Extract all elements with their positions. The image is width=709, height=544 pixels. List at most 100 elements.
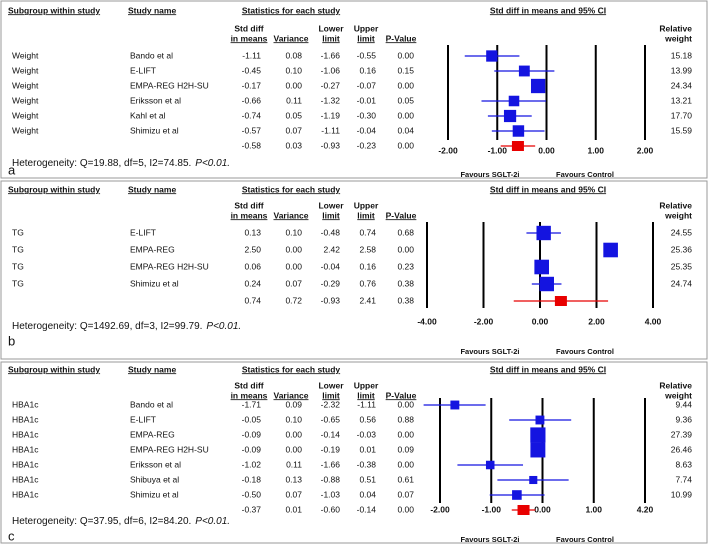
x-tick-label: -4.00 (417, 316, 437, 326)
column-header: in means (231, 210, 268, 220)
relative-weight: 25.35 (671, 261, 693, 271)
cell: -0.66 (242, 95, 262, 105)
pooled-effect (517, 505, 530, 515)
cell: 0.01 (359, 444, 376, 454)
favours-right: Favours Control (556, 347, 614, 356)
relative-weight: 24.74 (671, 278, 693, 288)
cell: -1.66 (321, 50, 341, 60)
cell: -0.17 (242, 80, 262, 90)
relative-weight: 17.70 (671, 110, 693, 120)
heterogeneity-stats: Heterogeneity: Q=19.88, df=5, I2=74.85. (12, 158, 191, 169)
cell: 0.04 (397, 125, 414, 135)
x-tick-label: -2.00 (430, 504, 450, 514)
relative-weight: 26.46 (671, 444, 693, 454)
column-header: limit (322, 390, 340, 400)
relative-weight: 27.39 (671, 429, 693, 439)
study-name: EMPA-REG H2H-SU (130, 80, 209, 90)
cell: -1.66 (321, 459, 341, 469)
column-header: limit (357, 390, 375, 400)
study-name: Shimizu et al (130, 278, 179, 288)
header: Std diff in means and 95% CI (490, 184, 606, 194)
header: Std diff in means and 95% CI (490, 5, 606, 15)
column-header: limit (357, 210, 375, 220)
cell: -1.19 (321, 110, 341, 120)
study-effect (503, 109, 517, 123)
header: Study name (128, 184, 176, 194)
panel-border (0, 0, 708, 179)
header: Statistics for each study (242, 5, 341, 15)
cell: -1.02 (242, 459, 262, 469)
study-name: E-LIFT (130, 65, 156, 75)
cell: -1.71 (242, 399, 262, 409)
x-tick-label: 2.00 (637, 145, 654, 155)
study-name: Bando et al (130, 399, 173, 409)
cell: 0.38 (397, 295, 414, 305)
cell: -0.09 (242, 429, 262, 439)
heterogeneity-p: P<0.01. (195, 516, 230, 527)
cell: 0.00 (397, 110, 414, 120)
study-name: Eriksson et al (130, 95, 181, 105)
x-tick-label: 1.00 (587, 145, 604, 155)
study-name: Shimizu et al (130, 489, 179, 499)
study-effect (529, 475, 538, 485)
relative-weight: 15.18 (671, 50, 693, 60)
panel-border (0, 180, 708, 360)
cell: -1.06 (321, 65, 341, 75)
cell: 0.00 (285, 444, 302, 454)
cell: 0.16 (359, 65, 376, 75)
column-header: limit (357, 33, 375, 43)
heterogeneity-stats: Heterogeneity: Q=1492.69, df=3, I2=99.79… (12, 321, 202, 332)
cell: -0.09 (242, 444, 262, 454)
subgroup: HBA1c (12, 459, 39, 469)
x-tick-label: 4.00 (645, 316, 662, 326)
relative-weight: 24.55 (671, 227, 693, 237)
cell: 0.08 (285, 50, 302, 60)
column-header: Upper (354, 23, 379, 33)
cell: 0.00 (285, 429, 302, 439)
cell: -0.07 (357, 80, 377, 90)
cell: -0.37 (242, 504, 262, 514)
cell: -0.93 (321, 295, 341, 305)
cell: 0.00 (397, 429, 414, 439)
panel-letter: a (8, 162, 16, 177)
subgroup: HBA1c (12, 444, 39, 454)
relative-weight: 15.59 (671, 125, 693, 135)
relative-weight: 8.63 (675, 459, 692, 469)
column-header: Variance (274, 210, 309, 220)
study-effect (530, 78, 546, 94)
favours-right: Favours Control (556, 170, 614, 179)
cell: 0.10 (285, 227, 302, 237)
cell: -1.32 (321, 95, 341, 105)
heterogeneity: Heterogeneity: Q=1492.69, df=3, I2=99.79… (12, 321, 241, 332)
column-header: Std diff (234, 200, 263, 210)
column-header: Lower (318, 380, 344, 390)
cell: -0.03 (357, 429, 377, 439)
cell: -0.48 (321, 227, 341, 237)
cell: -0.50 (242, 489, 262, 499)
cell: 0.03 (285, 140, 302, 150)
header: Study name (128, 364, 176, 374)
cell: 0.00 (397, 399, 414, 409)
cell: 2.41 (359, 295, 376, 305)
cell: -0.55 (357, 50, 377, 60)
column-header: limit (322, 210, 340, 220)
subgroup: Weight (12, 110, 39, 120)
cell: -0.27 (321, 80, 341, 90)
relative-weight: 9.44 (675, 399, 692, 409)
study-effect (518, 65, 530, 77)
study-effect (535, 415, 545, 425)
cell: -1.03 (321, 489, 341, 499)
cell: 0.13 (244, 227, 261, 237)
cell: 0.38 (397, 278, 414, 288)
cell: -0.65 (321, 414, 341, 424)
cell: 0.24 (244, 278, 261, 288)
column-header: in means (231, 33, 268, 43)
subgroup: HBA1c (12, 474, 39, 484)
heterogeneity-p: P<0.01. (206, 321, 241, 332)
study-effect (508, 95, 520, 107)
cell: -0.57 (242, 125, 262, 135)
x-tick-label: 0.00 (534, 504, 551, 514)
cell: 0.13 (285, 474, 302, 484)
study-effect (512, 125, 525, 137)
